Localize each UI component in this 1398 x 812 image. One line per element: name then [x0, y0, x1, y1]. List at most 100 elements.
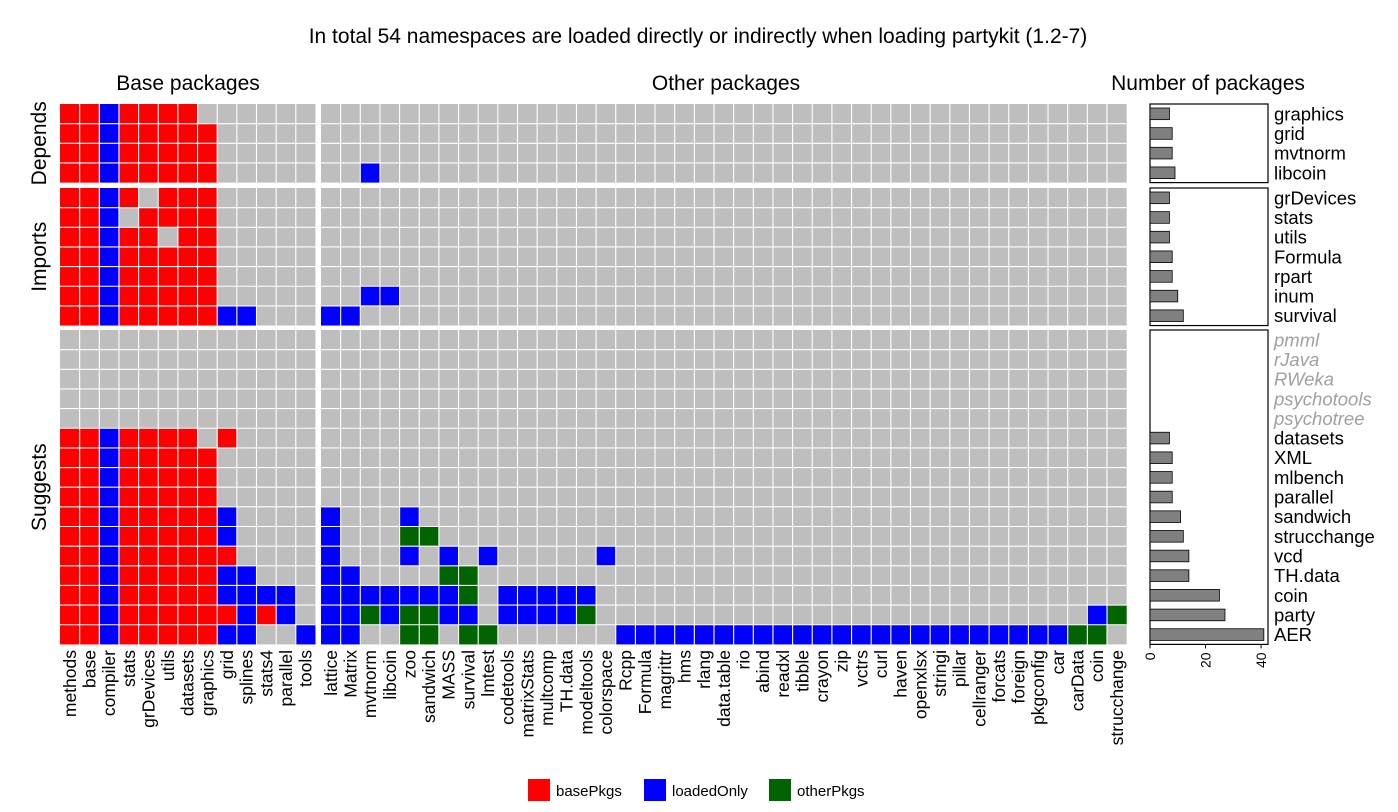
- column-label: Formula: [635, 650, 655, 714]
- base-cell: [118, 428, 139, 448]
- count-bar: [1149, 107, 1170, 121]
- base-cell: [177, 266, 198, 287]
- base-cell: [118, 487, 139, 507]
- base-cell: [118, 188, 139, 208]
- column-label: zip: [832, 650, 852, 672]
- other-cell: [497, 585, 518, 606]
- other-cell: [360, 286, 380, 306]
- group-label: Suggests: [28, 443, 51, 531]
- base-cell: [79, 123, 100, 144]
- base-cell: [217, 565, 237, 586]
- base-cell: [158, 246, 178, 267]
- row-label: utils: [1274, 227, 1307, 248]
- base-cell: [138, 624, 159, 645]
- base-cell: [236, 305, 257, 326]
- row-label: mvtnorm: [1274, 143, 1346, 164]
- other-cell: [458, 624, 479, 645]
- base-cell: [79, 605, 100, 625]
- axis-tick-label: 40: [1253, 652, 1269, 668]
- count-bar: [1149, 471, 1173, 484]
- other-cell: [831, 624, 852, 645]
- other-cell: [478, 624, 498, 645]
- base-panel-title: Base packages: [116, 72, 260, 95]
- column-label: strucchange: [1107, 650, 1127, 745]
- base-cell: [99, 624, 119, 645]
- other-cell: [321, 305, 341, 326]
- row-label: coin: [1274, 585, 1308, 606]
- other-cell: [910, 624, 931, 645]
- base-cell: [118, 246, 139, 267]
- other-cell: [458, 565, 479, 586]
- count-bar: [1149, 166, 1176, 179]
- row-label: psychotools: [1273, 388, 1372, 409]
- row-label: vcd: [1274, 545, 1303, 566]
- base-cell: [60, 104, 80, 124]
- count-bar: [1149, 146, 1173, 160]
- base-cell: [217, 526, 237, 547]
- base-cell: [60, 565, 80, 586]
- base-cell: [197, 266, 218, 287]
- base-cell: [217, 624, 237, 645]
- base-cell: [158, 526, 178, 547]
- base-cell: [79, 143, 100, 163]
- column-label: coin: [1087, 650, 1107, 682]
- base-cell: [79, 585, 100, 606]
- row-label: strucchange: [1274, 526, 1375, 547]
- column-label: tools: [296, 650, 316, 687]
- base-cell: [177, 305, 198, 326]
- base-cell: [60, 585, 80, 606]
- row-label: AER: [1274, 624, 1312, 645]
- column-label: rlang: [694, 650, 714, 689]
- other-cell: [655, 624, 675, 645]
- column-label: forcats: [989, 650, 1009, 703]
- base-cell: [158, 123, 178, 144]
- base-cell: [158, 624, 178, 645]
- other-cell: [399, 506, 420, 527]
- base-cell: [177, 526, 198, 547]
- other-cell: [458, 605, 479, 625]
- column-label: stringi: [930, 650, 950, 697]
- count-bar: [1149, 191, 1170, 205]
- base-cell: [158, 266, 178, 287]
- row-label: datasets: [1274, 428, 1344, 449]
- legend-label: loadedOnly: [672, 783, 748, 800]
- base-cell: [138, 487, 159, 507]
- base-cell: [118, 286, 139, 306]
- base-cell: [79, 447, 100, 468]
- row-label: grid: [1274, 123, 1305, 144]
- column-label: libcoin: [380, 650, 400, 700]
- other-cell: [340, 624, 361, 645]
- column-label: openxlsx: [910, 650, 930, 719]
- base-cell: [79, 207, 100, 228]
- base-cell: [177, 467, 198, 488]
- count-bar: [1149, 530, 1184, 543]
- base-cell: [118, 447, 139, 468]
- other-cell: [438, 605, 459, 625]
- base-cell: [99, 305, 119, 326]
- count-panel-title: Number of packages: [1111, 72, 1305, 95]
- base-cell: [99, 143, 119, 163]
- column-label: pillar: [950, 650, 970, 687]
- column-label: matrixStats: [517, 650, 537, 738]
- column-label: Rcpp: [616, 650, 636, 691]
- base-cell: [79, 565, 100, 586]
- count-bar: [1149, 490, 1173, 504]
- base-cell: [79, 624, 100, 645]
- column-label: lmtest: [478, 650, 498, 697]
- other-cell: [478, 546, 498, 566]
- other-cell: [1087, 605, 1107, 625]
- base-cell: [197, 227, 218, 247]
- base-cell: [118, 266, 139, 287]
- base-cell: [197, 585, 218, 606]
- base-cell: [138, 162, 159, 183]
- base-cell: [99, 162, 119, 183]
- base-cell: [197, 624, 218, 645]
- other-cell: [438, 546, 459, 566]
- base-cell: [236, 624, 257, 645]
- base-cell: [60, 624, 80, 645]
- base-cell: [60, 162, 80, 183]
- base-cell: [177, 546, 198, 566]
- other-cell: [321, 506, 341, 527]
- other-cell: [379, 605, 400, 625]
- base-cell: [99, 546, 119, 566]
